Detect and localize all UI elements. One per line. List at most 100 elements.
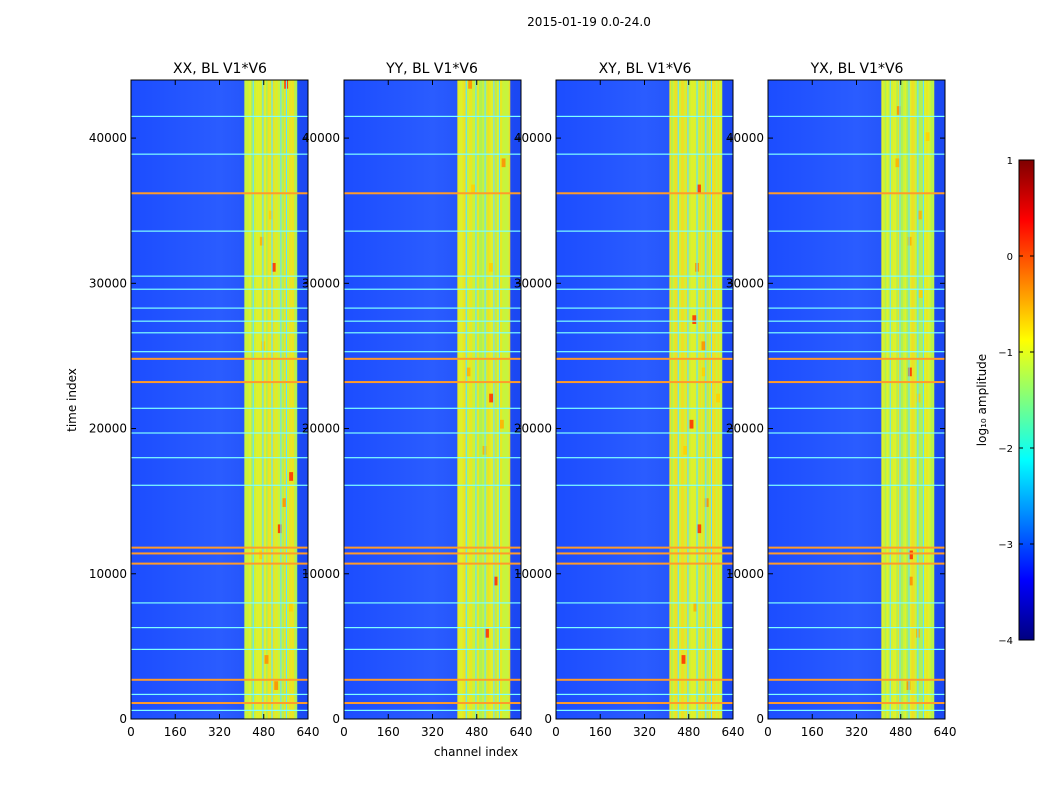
band-stripe [919,80,922,719]
y-tick-label: 30000 [302,276,340,290]
x-tick-label: 320 [208,725,231,739]
band-stripe [901,80,903,719]
band-stripe [699,80,701,719]
y-tick-label: 40000 [302,131,340,145]
x-tick-label: 480 [889,725,912,739]
hot-patch [693,602,698,612]
rfi-row [131,407,308,409]
band-stripe [275,80,278,719]
band-stripe [457,80,460,719]
rfi-row [131,602,308,604]
x-tick-label: 0 [340,725,348,739]
band-stripe [690,80,693,719]
rfi-row [131,432,308,434]
rfi-row [556,115,733,118]
heatmap-yy [344,80,521,719]
band-stripe [682,80,685,719]
hot-patch [908,576,913,586]
band-stripe [470,80,473,719]
panel-yy: YY, BL V1*V6 0 160 320 480 640 0 10000 20000 300… [302,61,533,739]
y-tick-label: 20000 [514,422,552,436]
rfi-row [768,432,945,434]
band-stripe [460,80,463,719]
subband-gap [677,80,679,719]
y-axis-label: time index [65,368,79,432]
rfi-row-strong [344,562,521,565]
rfi-row [131,457,308,459]
x-tick-label: 320 [845,725,868,739]
rfi-row-strong [344,678,521,681]
subband-gap [271,80,273,719]
band-stripe [289,80,291,719]
subband-gap [705,80,707,719]
y-tick-label: 10000 [89,567,127,581]
rfi-row-strong [131,702,308,705]
rfi-row [131,627,308,629]
x-tick-label: 0 [552,725,560,739]
subband-gap [465,80,467,719]
rfi-row-strong [131,678,308,681]
hot-patch [692,315,697,324]
x-tick-label: 0 [127,725,135,739]
band-stripe [482,80,484,719]
rfi-row [344,693,521,696]
hot-patch [485,628,489,638]
y-tick-label: 0 [332,712,340,726]
subband-gap [498,80,500,719]
y-tick-label: 10000 [726,567,764,581]
band-stripe [902,80,905,719]
band-stripe [502,80,504,719]
band-stripe [472,80,474,719]
hot-patch [466,367,471,377]
hot-patch [681,655,686,664]
rfi-row [556,320,733,322]
band-stripe [264,80,266,719]
hot-patch [917,210,922,220]
rfi-row [768,320,945,322]
band-stripe [287,80,290,719]
rfi-row [768,332,945,334]
subband-gap [475,80,477,719]
heatmap-yx [768,80,945,719]
hot-patch [907,367,912,377]
rfi-row [556,693,733,696]
y-tick-label: 0 [756,712,764,726]
band-stripe [282,80,285,719]
hot-patch [701,341,706,351]
subband-gap [493,80,495,719]
y-tick-label: 40000 [89,131,127,145]
x-tick-label: 320 [421,725,444,739]
hot-patch [288,602,293,612]
heatmap-xx [131,80,308,719]
x-tick-label: 160 [589,725,612,739]
band-stripe [257,80,260,719]
hot-patch [277,524,282,534]
band-stripe [272,80,275,719]
subband-gap [280,80,282,719]
band-stripe [707,80,710,719]
band-stripe [689,80,691,719]
rfi-row [131,115,308,118]
rfi-row [344,320,521,322]
rfi-row-strong [131,562,308,565]
rfi-row-strong [768,702,945,705]
y-tick-label: 20000 [726,422,764,436]
rfi-row-strong [768,552,945,555]
rfi-row [556,230,733,232]
band-stripe [674,80,677,719]
band-stripe [505,80,508,719]
band-stripe [883,80,885,719]
rfi-row-strong [556,562,733,565]
rfi-row-strong [556,381,733,384]
hot-patch [716,393,721,403]
subband-gap [922,80,924,719]
hot-patch [895,158,900,168]
rfi-row [768,709,945,711]
rfi-row-strong [344,192,521,195]
band-stripe [720,80,723,719]
rfi-row [344,307,521,309]
y-tick-label: 10000 [302,567,340,581]
rfi-row [768,275,945,277]
panel-title-yx: YX, BL V1*V6 [810,61,904,77]
y-tick-label: 40000 [514,131,552,145]
